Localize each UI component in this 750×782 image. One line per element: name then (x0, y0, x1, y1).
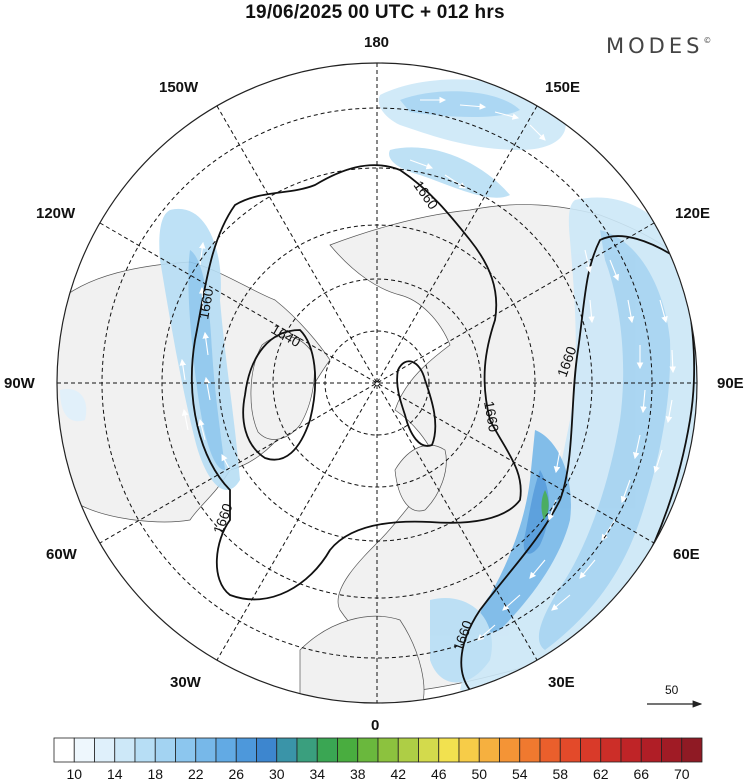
longitude-label-180: 180 (364, 34, 390, 51)
colorbar-swatch (296, 737, 318, 763)
colorbar-swatch (458, 737, 480, 763)
colorbar-tick-label: 30 (268, 766, 285, 782)
brand-mark: © (703, 36, 712, 45)
contour-1660-polar-loop (191, 164, 522, 601)
colorbar-swatch (114, 737, 136, 763)
contour-label: 1660 (481, 400, 502, 434)
graticule (57, 63, 697, 703)
colorbar-swatch (559, 737, 581, 763)
colorbar-swatch (640, 737, 662, 763)
longitude-label-30e: 30E (548, 674, 575, 691)
colorbar-tick-label: 14 (106, 766, 123, 782)
colorbar (53, 737, 703, 763)
colorbar-swatch (681, 737, 703, 763)
map-title: 19/06/2025 00 UTC + 012 hrs (245, 2, 505, 23)
colorbar-tick-label: 58 (552, 766, 569, 782)
longitude-label-120w: 120W (36, 205, 76, 222)
colorbar-tick-label: 34 (309, 766, 326, 782)
longitude-label-30w: 30W (170, 674, 201, 691)
colorbar-swatch (53, 737, 75, 763)
colorbar-tick-label: 62 (592, 766, 609, 782)
colorbar-swatch (276, 737, 298, 763)
wind-vectors (179, 96, 677, 641)
longitude-label-120e: 120E (675, 205, 711, 222)
colorbar-tick-label: 18 (147, 766, 164, 782)
longitude-label-90e: 90E (717, 375, 744, 392)
colorbar-swatch (397, 737, 419, 763)
colorbar-swatch (215, 737, 237, 763)
colorbar-swatch (600, 737, 622, 763)
colorbar-tick-label: 42 (390, 766, 407, 782)
colorbar-tick-label: 38 (349, 766, 366, 782)
colorbar-swatch (519, 737, 541, 763)
colorbar-swatch (418, 737, 440, 763)
colorbar-swatch (661, 737, 683, 763)
contour-1640-canada (242, 329, 317, 461)
colorbar-tick-label: 22 (187, 766, 204, 782)
colorbar-swatch (154, 737, 176, 763)
colorbar-swatch (377, 737, 399, 763)
colorbar-swatch (357, 737, 379, 763)
colorbar-swatch (134, 737, 156, 763)
contour-polar-low (396, 360, 437, 447)
longitude-label-150e: 150E (545, 79, 581, 96)
colorbar-tick-label: 66 (633, 766, 650, 782)
colorbar-tick-label: 70 (673, 766, 690, 782)
longitude-label-90w: 90W (4, 375, 35, 392)
colorbar-swatch (256, 737, 278, 763)
colorbar-tick-label: 26 (228, 766, 245, 782)
longitude-label-60w: 60W (46, 546, 77, 563)
land-scandinavia (394, 444, 447, 512)
colorbar-tick-label: 50 (471, 766, 488, 782)
colorbar-tick-label: 46 (430, 766, 447, 782)
brand-logo-text: MODES (606, 34, 704, 58)
colorbar-swatch (175, 737, 197, 763)
colorbar-swatch (73, 737, 95, 763)
colorbar-swatch (499, 737, 521, 763)
reference-vector-arrow (647, 700, 703, 708)
colorbar-swatch (580, 737, 602, 763)
map-border (56, 62, 698, 704)
colorbar-swatch (438, 737, 460, 763)
colorbar-swatch (337, 737, 359, 763)
longitude-label-150w: 150W (159, 79, 199, 96)
longitude-label-60e: 60E (673, 546, 700, 563)
colorbar-swatch (539, 737, 561, 763)
colorbar-swatch (478, 737, 500, 763)
colorbar-swatch (316, 737, 338, 763)
contour-label: 1660 (195, 287, 216, 321)
colorbar-swatch (620, 737, 642, 763)
reference-vector-label: 50 (665, 683, 679, 697)
brand-logo: MODES© (606, 34, 711, 58)
colorbar-tick-label: 10 (66, 766, 83, 782)
colorbar-swatch (195, 737, 217, 763)
colorbar-tick-label: 54 (511, 766, 528, 782)
longitude-label-0: 0 (371, 717, 380, 734)
colorbar-swatch (94, 737, 116, 763)
colorbar-swatch (235, 737, 257, 763)
land-greenland (250, 335, 315, 440)
